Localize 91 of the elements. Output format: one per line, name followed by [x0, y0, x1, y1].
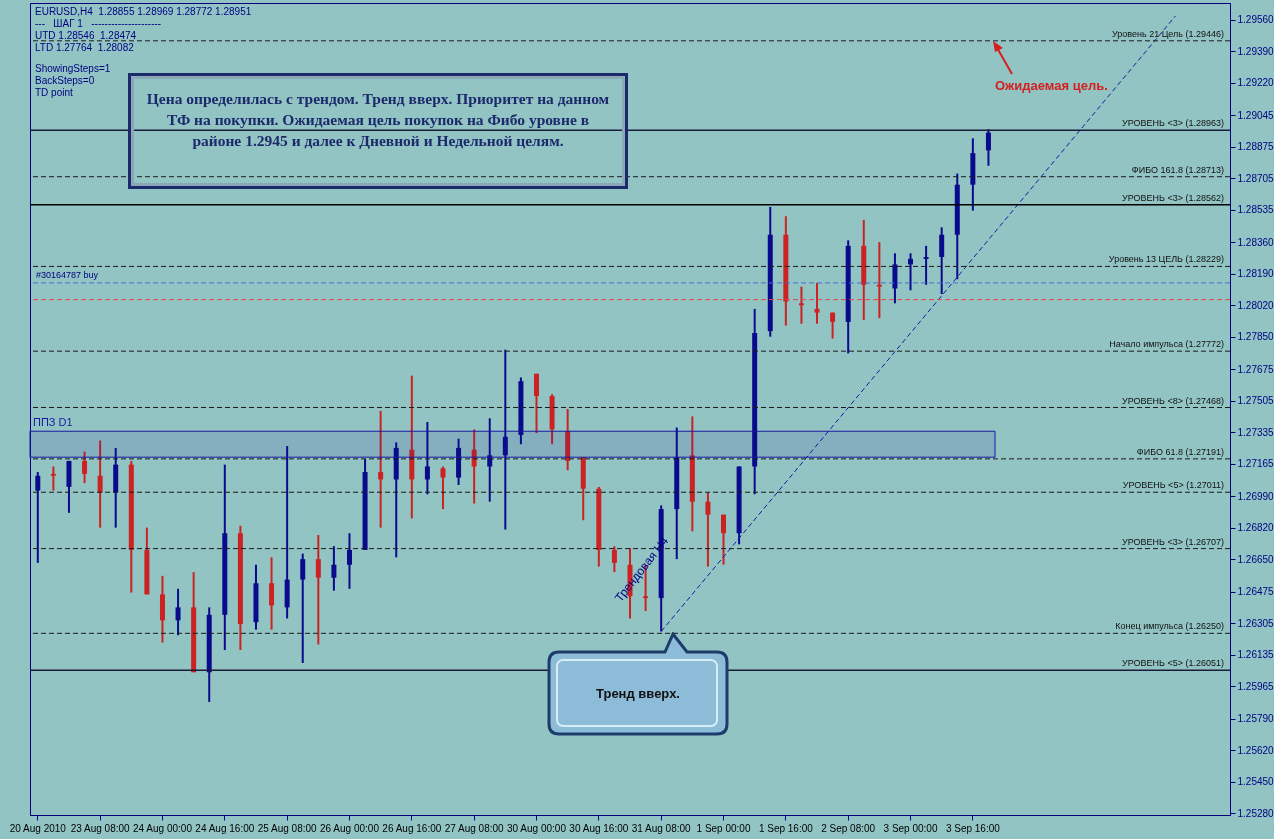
band-label: ППЗ D1 — [33, 416, 73, 429]
x-tick-label: 26 Aug 16:00 — [382, 822, 442, 834]
candlestick — [923, 244, 929, 286]
candlestick — [269, 556, 275, 631]
x-tick-label: 24 Aug 16:00 — [195, 822, 255, 834]
candlestick — [502, 348, 508, 531]
candlestick — [939, 226, 945, 296]
annotation: Цена определилась с трендом. Тренд вверх. Приоритет на данном ТФ на покупки. Ожидаемая цель покупок на Фибо уровне в районе 1.2945 и далее к Дневной и Недельной целям. — [145, 89, 611, 151]
y-tick-label: 1.26135 — [1237, 649, 1274, 661]
x-tick-label: 23 Aug 08:00 — [70, 822, 131, 834]
y-tick-label: 1.28190 — [1237, 268, 1274, 280]
annotation: UTD 1.28546 1.28474 — [35, 30, 137, 41]
y-tick-label: 1.28360 — [1237, 236, 1274, 248]
ref-line-label: УРОВЕНЬ <8> (1.27468) — [1122, 395, 1224, 406]
x-tick-label: 30 Aug 00:00 — [507, 822, 567, 834]
y-tick-label: 1.25965 — [1237, 680, 1274, 692]
x-tick-label: 25 Aug 08:00 — [257, 822, 318, 834]
ref-line-label: Уровень 13 ЦЕЛЬ (1.28229) — [1108, 254, 1224, 265]
annotation: Ожидаемая цель. — [995, 78, 1108, 93]
y-tick-label: 1.28020 — [1237, 299, 1274, 311]
chart-title: EURUSD,H4 1.28855 1.28969 1.28772 1.28951 — [35, 6, 252, 17]
y-tick-label: 1.26475 — [1237, 586, 1274, 598]
x-tick-label: 30 Aug 16:00 — [569, 822, 629, 834]
candlestick — [300, 552, 306, 664]
annotation: Тренд вверх. — [595, 686, 681, 701]
x-tick-label: 1 Sep 00:00 — [696, 822, 751, 834]
x-tick-label: 26 Aug 00:00 — [320, 822, 380, 834]
candlestick — [97, 439, 103, 529]
x-tick-label: 1 Sep 16:00 — [758, 822, 814, 834]
y-tick-label: 1.29045 — [1237, 109, 1274, 121]
candlestick — [876, 241, 882, 320]
ref-line-label: #30164787 buy — [36, 269, 99, 280]
ref-line-label: УРОВЕНЬ <5> (1.26051) — [1122, 658, 1224, 669]
ref-line-label: УРОВЕНЬ <5> (1.27011) — [1122, 480, 1224, 491]
y-tick-label: 1.28705 — [1237, 172, 1274, 184]
candlestick — [814, 281, 820, 325]
ref-line-label: Начало импульса (1.27772) — [1109, 339, 1224, 350]
y-tick-label: 1.25620 — [1237, 744, 1274, 756]
x-tick-label: 27 Aug 08:00 — [444, 822, 505, 834]
x-tick-label: 3 Sep 00:00 — [883, 822, 938, 834]
candlestick — [331, 545, 337, 592]
candlestick — [830, 311, 836, 340]
ref-line-label: Конец импульса (1.26250) — [1115, 621, 1224, 632]
ref-line-label: УРОВЕНЬ <3> (1.28562) — [1122, 192, 1224, 203]
candlestick — [533, 372, 539, 435]
x-tick-label: 3 Sep 16:00 — [945, 822, 1001, 834]
y-tick-label: 1.26305 — [1237, 617, 1274, 629]
y-tick-label: 1.26990 — [1237, 490, 1274, 502]
candlestick — [175, 587, 181, 637]
y-tick-label: 1.28875 — [1237, 141, 1274, 153]
y-tick-label: 1.27675 — [1237, 363, 1274, 375]
y-tick-label: 1.27505 — [1237, 395, 1274, 407]
candlestick — [721, 513, 727, 566]
x-tick-label: 2 Sep 08:00 — [821, 822, 876, 834]
y-tick-label: 1.29220 — [1237, 77, 1274, 89]
y-tick-label: 1.25280 — [1237, 807, 1274, 819]
annotation: --- ШАГ 1 --------------------- — [35, 18, 162, 29]
ref-line-label: УРОВЕНЬ <3> (1.26707) — [1122, 536, 1224, 547]
annotation: TD point — [35, 87, 73, 98]
candlestick — [378, 409, 384, 529]
y-tick-label: 1.28535 — [1237, 204, 1274, 216]
annotation: LTD 1.27764 1.28082 — [35, 42, 134, 53]
candlestick — [424, 420, 430, 496]
framed-box: Цена определилась с трендом. Тренд вверх. Приоритет на данном ТФ на покупки. Ожидаемая цель покупок на Фибо уровне в районе 1.2945 и далее к Дневной и Недельной целям. — [128, 73, 628, 189]
y-tick-label: 1.29560 — [1237, 14, 1274, 26]
y-tick-label: 1.27335 — [1237, 426, 1274, 438]
ref-line-label: УРОВЕНЬ <3> (1.28963) — [1122, 118, 1224, 129]
x-tick-label: 20 Aug 2010 — [9, 822, 67, 834]
ref-line-label: ФИБО 161.8 (1.28713) — [1131, 164, 1224, 175]
candlestick — [35, 471, 41, 564]
y-tick-label: 1.26650 — [1237, 553, 1274, 565]
candlestick — [705, 491, 711, 568]
annotation: ShowingSteps=1 — [35, 63, 111, 74]
y-tick-label: 1.29390 — [1237, 45, 1274, 57]
candlestick — [315, 534, 321, 646]
candlestick — [50, 465, 56, 492]
annotation: BackSteps=0 — [35, 75, 95, 86]
y-tick-label: 1.26820 — [1237, 522, 1274, 534]
candlestick — [985, 128, 991, 167]
candlestick — [346, 532, 352, 590]
x-tick-label: 24 Aug 00:00 — [132, 822, 193, 834]
y-tick-label: 1.27850 — [1237, 331, 1274, 343]
ref-line-label: ФИБО 61.8 (1.27191) — [1136, 446, 1224, 457]
y-tick-label: 1.25450 — [1237, 776, 1274, 788]
candlestick — [798, 285, 804, 325]
y-tick-label: 1.25790 — [1237, 713, 1274, 725]
y-tick-label: 1.27165 — [1237, 458, 1274, 470]
x-tick-label: 31 Aug 08:00 — [631, 822, 692, 834]
ref-line-label: Уровень 21 Цель (1.29446) — [1111, 28, 1224, 39]
candlestick — [440, 465, 446, 511]
candlestick — [82, 450, 88, 485]
